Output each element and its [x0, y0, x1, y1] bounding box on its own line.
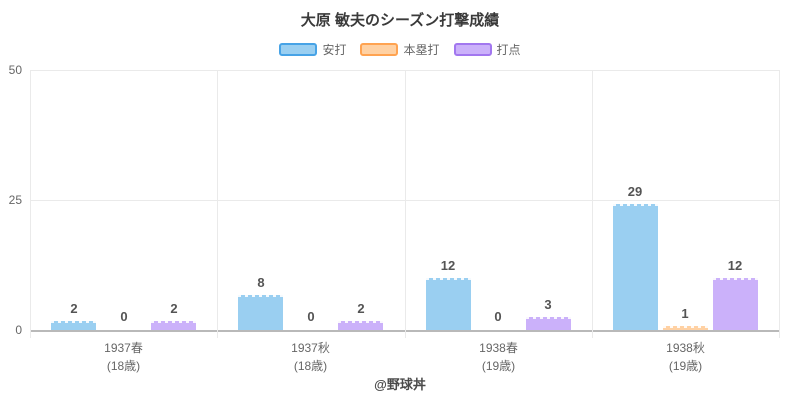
bar-value-hits-1937秋: 8: [257, 275, 265, 290]
footer-credit: @野球丼: [374, 377, 426, 392]
y-tick-label-50: 50: [8, 63, 22, 77]
legend-swatch-home-runs: [360, 43, 399, 56]
legend-item-home-runs[interactable]: 本塁打: [360, 41, 440, 58]
bar-home-runs-1938秋[interactable]: [663, 326, 708, 330]
bar-rbi-1938春[interactable]: [526, 317, 571, 330]
legend-item-rbi[interactable]: 打点: [453, 41, 521, 58]
x-category-line2-1937春: (18歳): [106, 359, 141, 373]
x-category-label-1937春: 1937春 (18歳): [30, 339, 217, 375]
x-category-line1-1937春: 1937春: [104, 341, 143, 355]
gridline-x-0: [30, 70, 31, 338]
x-category-label-1938秋: 1938秋 (19歳): [592, 339, 779, 375]
x-category-label-1938春: 1938春 (19歳): [405, 339, 592, 375]
legend-label-rbi: 打点: [496, 43, 521, 57]
x-category-line2-1938春: (19歳): [481, 359, 516, 373]
bar-rbi-1937春[interactable]: [151, 321, 196, 330]
bar-hits-1937春[interactable]: [51, 321, 96, 330]
y-tick-label-25: 25: [8, 193, 22, 207]
legend-item-hits[interactable]: 安打: [279, 41, 346, 58]
bar-hits-1937秋[interactable]: [238, 295, 283, 330]
x-category-line1-1938秋: 1938秋: [666, 341, 705, 355]
gridline-x-2: [405, 70, 406, 338]
bar-value-home-runs-1937秋: 0: [307, 309, 315, 324]
legend-swatch-rbi: [453, 43, 492, 56]
bar-value-rbi-1937秋: 2: [357, 301, 365, 316]
chart-title: 大原 敏夫のシーズン打撃成績: [300, 12, 500, 29]
x-category-line2-1938秋: (19歳): [668, 359, 703, 373]
gridline-y-50: [30, 70, 779, 71]
x-category-label-1937秋: 1937秋 (18歳): [217, 339, 404, 375]
legend: 安打 本塁打 打点: [0, 41, 800, 58]
bar-value-rbi-1937春: 2: [170, 301, 178, 316]
bar-value-hits-1937春: 2: [70, 301, 78, 316]
gridline-x-4: [779, 70, 780, 338]
x-category-line2-1937秋: (18歳): [293, 359, 328, 373]
bar-value-rbi-1938秋: 12: [727, 258, 743, 273]
bar-rbi-1938秋[interactable]: [713, 278, 758, 330]
bar-value-hits-1938春: 12: [440, 258, 456, 273]
bar-value-rbi-1938春: 3: [544, 297, 552, 312]
legend-label-hits: 安打: [322, 43, 347, 57]
bar-hits-1938秋[interactable]: [613, 204, 658, 330]
x-category-line1-1937秋: 1937秋: [291, 341, 330, 355]
bar-value-hits-1938秋: 29: [627, 184, 643, 199]
gridline-x-3: [592, 70, 593, 338]
bar-rbi-1937秋[interactable]: [338, 321, 383, 330]
plot-area: 2 0 2 1937春 (18歳) 8 0 2 1937秋 (18歳) 12 0 3 1938春 (19歳)…: [30, 70, 780, 373]
legend-label-home-runs: 本塁打: [403, 43, 440, 57]
bar-hits-1938春[interactable]: [426, 278, 471, 330]
bar-value-home-runs-1938春: 0: [494, 309, 502, 324]
gridline-x-1: [217, 70, 218, 338]
bar-value-home-runs-1937春: 0: [120, 309, 128, 324]
gridline-y-25: [30, 200, 779, 201]
x-category-line1-1938春: 1938春: [479, 341, 518, 355]
bar-value-home-runs-1938秋: 1: [681, 306, 689, 321]
legend-swatch-hits: [279, 43, 318, 56]
y-tick-label-0: 0: [15, 323, 22, 337]
